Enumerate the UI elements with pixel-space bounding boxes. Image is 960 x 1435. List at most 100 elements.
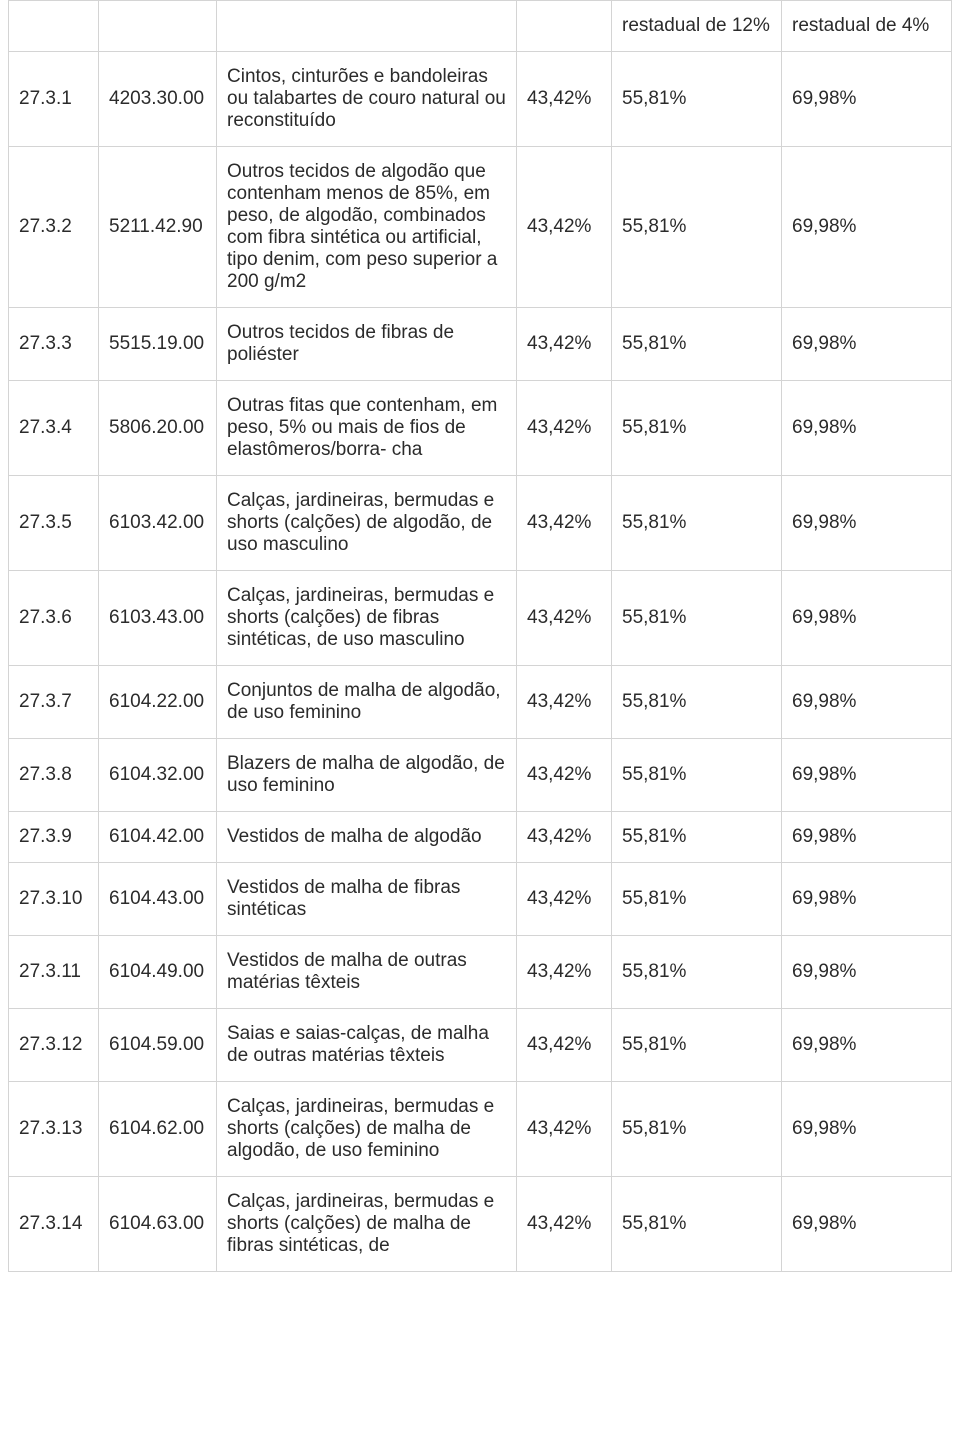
table-row: 27.3.126104.59.00Saias e saias-calças, d… (9, 1009, 952, 1082)
header-cell-empty (517, 1, 612, 52)
item-code-cell: 27.3.11 (9, 936, 99, 1009)
item-code-cell: 27.3.13 (9, 1082, 99, 1177)
item-code-cell: 27.3.4 (9, 381, 99, 476)
rate-b-cell: 55,81% (612, 936, 782, 1009)
item-code-cell: 27.3.6 (9, 571, 99, 666)
rate-b-cell: 55,81% (612, 147, 782, 308)
rate-c-cell: 69,98% (782, 1009, 952, 1082)
description-cell: Blazers de malha de algo­dão, de uso fem… (217, 739, 517, 812)
description-cell: Vestidos de malha de fibras sintéticas (217, 863, 517, 936)
rate-c-cell: 69,98% (782, 739, 952, 812)
description-cell: Outros tecidos de algodão que contenham … (217, 147, 517, 308)
table-row: 27.3.96104.42.00Vestidos de malha de alg… (9, 812, 952, 863)
ncm-code-cell: 5515.19.00 (99, 308, 217, 381)
rate-b-cell: 55,81% (612, 308, 782, 381)
rate-b-cell: 55,81% (612, 52, 782, 147)
table-row: 27.3.66103.43.00Calças, jardineiras, ber… (9, 571, 952, 666)
rate-a-cell: 43,42% (517, 381, 612, 476)
rate-a-cell: 43,42% (517, 1082, 612, 1177)
rate-b-cell: 55,81% (612, 381, 782, 476)
description-cell: Vestidos de malha de outras matérias têx… (217, 936, 517, 1009)
rate-b-cell: 55,81% (612, 863, 782, 936)
rate-b-cell: 55,81% (612, 666, 782, 739)
description-cell: Calças, jardineiras, bermu­das e shorts … (217, 1082, 517, 1177)
rate-c-cell: 69,98% (782, 1177, 952, 1272)
table-row: 27.3.14203.30.00Cintos, cinturões e band… (9, 52, 952, 147)
rate-a-cell: 43,42% (517, 739, 612, 812)
ncm-code-cell: 6104.59.00 (99, 1009, 217, 1082)
description-cell: Outras fitas que contenham, em peso, 5% … (217, 381, 517, 476)
rate-c-cell: 69,98% (782, 147, 952, 308)
rate-a-cell: 43,42% (517, 571, 612, 666)
page-container: restadual de 12% restadual de 4% 27.3.14… (0, 0, 960, 1292)
table-row: 27.3.35515.19.00Outros tecidos de fibras… (9, 308, 952, 381)
rate-a-cell: 43,42% (517, 52, 612, 147)
description-cell: Cintos, cinturões e bandolei­ras ou tala… (217, 52, 517, 147)
rate-b-cell: 55,81% (612, 1082, 782, 1177)
ncm-code-cell: 5211.42.90 (99, 147, 217, 308)
rate-c-cell: 69,98% (782, 381, 952, 476)
rate-c-cell: 69,98% (782, 571, 952, 666)
item-code-cell: 27.3.7 (9, 666, 99, 739)
rate-c-cell: 69,98% (782, 863, 952, 936)
ncm-code-cell: 4203.30.00 (99, 52, 217, 147)
table-row: 27.3.25211.42.90Outros tecidos de algodã… (9, 147, 952, 308)
item-code-cell: 27.3.12 (9, 1009, 99, 1082)
item-code-cell: 27.3.8 (9, 739, 99, 812)
ncm-code-cell: 6103.42.00 (99, 476, 217, 571)
rate-b-cell: 55,81% (612, 1009, 782, 1082)
item-code-cell: 27.3.9 (9, 812, 99, 863)
rate-b-cell: 55,81% (612, 571, 782, 666)
header-cell-col6: restadual de 4% (782, 1, 952, 52)
item-code-cell: 27.3.5 (9, 476, 99, 571)
rate-c-cell: 69,98% (782, 52, 952, 147)
rate-a-cell: 43,42% (517, 812, 612, 863)
header-cell-empty (9, 1, 99, 52)
rate-b-cell: 55,81% (612, 476, 782, 571)
rate-c-cell: 69,98% (782, 476, 952, 571)
description-cell: Outros tecidos de fibras de poliéster (217, 308, 517, 381)
rate-c-cell: 69,98% (782, 936, 952, 1009)
item-code-cell: 27.3.1 (9, 52, 99, 147)
ncm-code-cell: 6104.32.00 (99, 739, 217, 812)
table-row: 27.3.146104.63.00Calças, jardineiras, be… (9, 1177, 952, 1272)
ncm-code-cell: 6103.43.00 (99, 571, 217, 666)
rate-a-cell: 43,42% (517, 863, 612, 936)
description-cell: Vestidos de malha de algo­dão (217, 812, 517, 863)
item-code-cell: 27.3.2 (9, 147, 99, 308)
rate-a-cell: 43,42% (517, 936, 612, 1009)
description-cell: Calças, jardineiras, bermu­das e shorts … (217, 476, 517, 571)
rate-c-cell: 69,98% (782, 666, 952, 739)
rate-a-cell: 43,42% (517, 666, 612, 739)
item-code-cell: 27.3.3 (9, 308, 99, 381)
item-code-cell: 27.3.10 (9, 863, 99, 936)
description-cell: Saias e saias-calças, de ma­lha de outra… (217, 1009, 517, 1082)
rate-a-cell: 43,42% (517, 1177, 612, 1272)
ncm-code-cell: 6104.42.00 (99, 812, 217, 863)
table-body: restadual de 12% restadual de 4% 27.3.14… (9, 1, 952, 1272)
description-cell: Calças, jardineiras, bermu­das e shorts … (217, 1177, 517, 1272)
table-row: 27.3.106104.43.00Vestidos de malha de fi… (9, 863, 952, 936)
header-cell-empty (99, 1, 217, 52)
table-row: 27.3.76104.22.00Conjuntos de malha de al… (9, 666, 952, 739)
rate-a-cell: 43,42% (517, 308, 612, 381)
description-cell: Conjuntos de malha de algo­dão, de uso f… (217, 666, 517, 739)
rate-b-cell: 55,81% (612, 1177, 782, 1272)
ncm-code-cell: 6104.62.00 (99, 1082, 217, 1177)
header-cell-col5: restadual de 12% (612, 1, 782, 52)
rate-a-cell: 43,42% (517, 147, 612, 308)
table-row: 27.3.45806.20.00Outras fitas que contenh… (9, 381, 952, 476)
tax-table: restadual de 12% restadual de 4% 27.3.14… (8, 0, 952, 1272)
rate-c-cell: 69,98% (782, 308, 952, 381)
table-row: 27.3.136104.62.00Calças, jardineiras, be… (9, 1082, 952, 1177)
rate-c-cell: 69,98% (782, 812, 952, 863)
ncm-code-cell: 5806.20.00 (99, 381, 217, 476)
table-row: 27.3.116104.49.00Vestidos de malha de ou… (9, 936, 952, 1009)
description-cell: Calças, jardineiras, bermu­das e shorts … (217, 571, 517, 666)
ncm-code-cell: 6104.63.00 (99, 1177, 217, 1272)
ncm-code-cell: 6104.43.00 (99, 863, 217, 936)
table-row: 27.3.56103.42.00Calças, jardineiras, ber… (9, 476, 952, 571)
header-row: restadual de 12% restadual de 4% (9, 1, 952, 52)
rate-a-cell: 43,42% (517, 476, 612, 571)
rate-b-cell: 55,81% (612, 739, 782, 812)
